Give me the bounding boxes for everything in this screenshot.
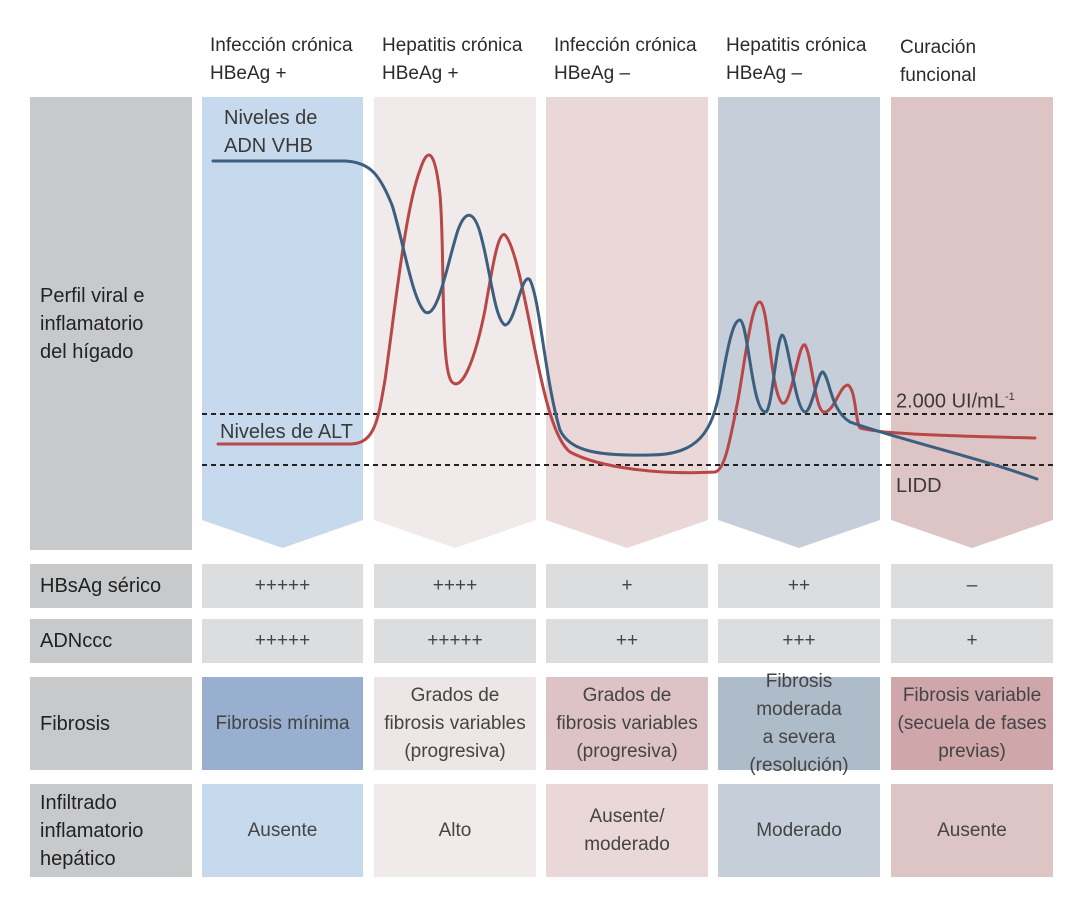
- phase-header-1-line1: Infección crónica: [210, 35, 353, 56]
- phase-header-1-line2: HBeAg +: [210, 63, 287, 84]
- fibrosis-cell-5-line1: Fibrosis variable: [902, 684, 1042, 706]
- chart-row-label: Perfil viral e inflamatorio del hígado: [30, 97, 192, 550]
- cccdna-cell-4: +++: [718, 619, 880, 663]
- fibrosis-cell-4: Fibrosis moderada a severa (resolución): [718, 671, 880, 776]
- fibrosis-cell-2: Grados de fibrosis variables (progresiva…: [374, 677, 536, 770]
- cccdna-cell-1: +++++: [202, 619, 363, 663]
- cccdna-row-label: ADNccc: [30, 619, 192, 663]
- threshold-label-text: 2.000 UI/mL: [896, 390, 1005, 413]
- phase-header-5-line1: Curación: [900, 37, 977, 58]
- phase-header-1: Infección crónica HBeAg +: [210, 32, 353, 88]
- fibrosis-cell-2-line2: fibrosis variables: [384, 712, 526, 734]
- fibrosis-cell-2-line1: Grados de: [410, 684, 500, 706]
- chart-row-label-line3: del hígado: [40, 340, 134, 363]
- fibrosis-row-label: Fibrosis: [30, 677, 192, 770]
- fibrosis-cell-5-line2: (secuela de fases: [897, 712, 1047, 734]
- hbsag-cell-4: ++: [718, 564, 880, 608]
- dna-curve-label-line1: Niveles de: [224, 107, 318, 129]
- fibrosis-cell-3-line3: (progresiva): [576, 740, 678, 762]
- phase-header-3: Infección crónica HBeAg –: [554, 32, 697, 88]
- phase-header-5: Curación funcional: [900, 34, 976, 90]
- fibrosis-cell-4-line1: Fibrosis moderada: [756, 670, 842, 720]
- hbsag-cell-2: ++++: [374, 564, 536, 608]
- infiltrate-row-label: Infiltrado inflamatorio hepático: [30, 784, 192, 877]
- viral-profile-chart: [202, 97, 1055, 548]
- infiltrate-cell-1: Ausente: [202, 784, 363, 877]
- lidd-label: LIDD: [896, 475, 942, 497]
- infiltrate-row-label-line1: Infiltrado: [40, 791, 117, 814]
- infiltrate-cell-3-line1: Ausente/: [589, 805, 665, 827]
- phase-arrow-1: [202, 97, 363, 548]
- fibrosis-cell-4-line3: (resolución): [749, 754, 849, 776]
- phase-header-2: Hepatitis crónica HBeAg +: [382, 32, 522, 88]
- infiltrate-cell-3: Ausente/ moderado: [546, 784, 708, 877]
- infiltrate-row-label-line3: hepático: [40, 847, 116, 870]
- dna-curve-label-line2: ADN VHB: [224, 135, 313, 157]
- infiltrate-cell-4-line1: Moderado: [756, 819, 842, 841]
- phase-header-2-line1: Hepatitis crónica: [382, 35, 523, 56]
- hbsag-cell-1: +++++: [202, 564, 363, 608]
- infiltrate-cell-5-line1: Ausente: [937, 819, 1007, 841]
- threshold-label-sup: -1: [1004, 391, 1015, 403]
- threshold-label: 2.000 UI/mL-1: [896, 383, 1015, 416]
- infiltrate-cell-5: Ausente: [891, 784, 1053, 877]
- hbsag-cell-5: –: [891, 564, 1053, 608]
- infiltrate-cell-4: Moderado: [718, 784, 880, 877]
- alt-curve-label: Niveles de ALT: [220, 421, 354, 443]
- phase-header-4-line1: Hepatitis crónica: [726, 35, 867, 56]
- fibrosis-cell-5-line3: previas): [938, 740, 1006, 762]
- infiltrate-cell-3-line2: moderado: [584, 833, 670, 855]
- chart-row-label-line2: inflamatorio: [40, 312, 144, 335]
- phase-header-2-line2: HBeAg +: [382, 63, 459, 84]
- phase-header-4-line2: HBeAg –: [726, 63, 803, 84]
- phase-header-5-line2: funcional: [900, 65, 977, 86]
- phase-header-4: Hepatitis crónica HBeAg –: [726, 32, 866, 88]
- fibrosis-cell-3-line1: Grados de: [582, 684, 672, 706]
- chart-row-label-line1: Perfil viral e: [40, 284, 145, 307]
- cccdna-cell-5: +: [891, 619, 1053, 663]
- fibrosis-cell-1-line1: Fibrosis mínima: [215, 712, 350, 734]
- infiltrate-cell-2: Alto: [374, 784, 536, 877]
- alt-levels-curve: [216, 153, 1037, 475]
- fibrosis-cell-1: Fibrosis mínima: [202, 677, 363, 770]
- hbv-dna-levels-curve: [211, 159, 1039, 481]
- fibrosis-cell-2-line3: (progresiva): [404, 740, 506, 762]
- dna-curve-label: Niveles de ADN VHB: [224, 104, 317, 160]
- fibrosis-cell-4-line2: a severa: [762, 726, 836, 748]
- cccdna-cell-3: ++: [546, 619, 708, 663]
- cccdna-cell-2: +++++: [374, 619, 536, 663]
- phase-header-3-line1: Infección crónica: [554, 35, 697, 56]
- infiltrate-row-label-line2: inflamatorio: [40, 819, 144, 842]
- fibrosis-cell-3: Grados de fibrosis variables (progresiva…: [546, 677, 708, 770]
- phase-header-3-line2: HBeAg –: [554, 63, 631, 84]
- infiltrate-cell-1-line1: Ausente: [247, 819, 318, 841]
- fibrosis-cell-5: Fibrosis variable (secuela de fases prev…: [891, 677, 1053, 770]
- phase-arrow-4: [718, 97, 880, 548]
- hbsag-row-label: HBsAg sérico: [30, 564, 192, 608]
- infiltrate-cell-2-line1: Alto: [438, 819, 472, 841]
- phase-arrow-2: [374, 97, 536, 548]
- hbsag-cell-3: +: [546, 564, 708, 608]
- phase-arrow-3: [546, 97, 708, 548]
- fibrosis-cell-3-line2: fibrosis variables: [556, 712, 698, 734]
